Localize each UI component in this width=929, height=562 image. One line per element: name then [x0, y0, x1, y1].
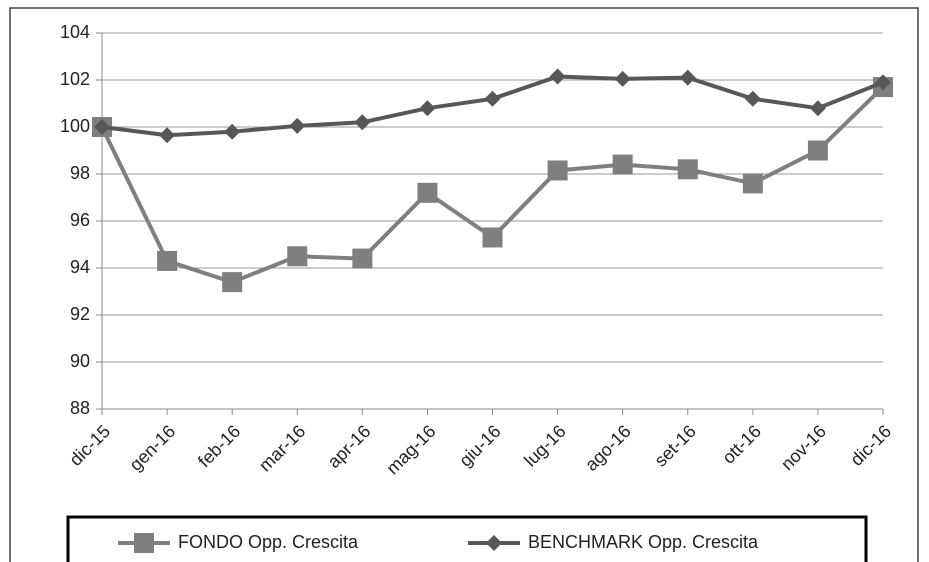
legend-box	[66, 515, 868, 562]
y-tick-label: 102	[60, 69, 90, 89]
data-point	[94, 119, 110, 135]
x-tick-label: apr-16	[324, 421, 375, 472]
data-point	[159, 127, 176, 144]
data-point	[875, 74, 891, 91]
x-tick-label: ott-16	[718, 421, 765, 468]
data-point	[354, 114, 371, 131]
chart-border	[9, 7, 919, 562]
data-point	[612, 154, 633, 175]
data-point	[809, 100, 826, 117]
series-line	[100, 85, 885, 285]
data-point	[549, 68, 566, 85]
y-tick-label: 92	[70, 304, 90, 324]
data-point	[419, 100, 436, 117]
x-tick-label: lug-16	[520, 421, 570, 471]
data-point	[417, 182, 438, 203]
x-tick-label: ago-16	[581, 421, 635, 475]
data-point	[157, 250, 178, 271]
x-tick-label: dic-15	[65, 421, 114, 470]
data-point	[287, 246, 308, 267]
data-point	[482, 227, 503, 248]
data-point	[224, 123, 241, 140]
data-point	[677, 159, 698, 180]
legend-marker	[486, 535, 502, 551]
legend-label: BENCHMARK Opp. Crescita	[528, 532, 759, 552]
data-point	[807, 140, 828, 161]
data-point	[679, 69, 696, 86]
data-point	[614, 70, 631, 87]
data-point	[352, 248, 373, 269]
x-tick-label: giu-16	[455, 421, 505, 471]
x-tick-label: set-16	[650, 421, 700, 471]
x-tick-label: nov-16	[777, 421, 830, 474]
y-tick-label: 96	[70, 210, 90, 230]
x-tick-label: feb-16	[194, 421, 244, 471]
x-tick-label: dic-16	[846, 421, 895, 470]
data-point	[484, 90, 501, 107]
y-tick-label: 94	[70, 257, 90, 277]
y-tick-label: 104	[60, 22, 90, 42]
y-tick-label: 88	[70, 398, 90, 418]
data-point	[289, 117, 306, 134]
legend-marker	[134, 533, 154, 553]
y-tick-label: 100	[60, 116, 90, 136]
x-tick-label: gen-16	[125, 421, 179, 475]
x-tick-label: mar-16	[255, 421, 309, 475]
y-tick-label: 90	[70, 351, 90, 371]
x-tick-label: mag-16	[382, 421, 439, 478]
data-point	[222, 272, 243, 293]
legend-label: FONDO Opp. Crescita	[178, 532, 359, 552]
data-point	[742, 173, 763, 194]
y-tick-label: 98	[70, 163, 90, 183]
data-point	[547, 160, 568, 181]
data-point	[744, 90, 761, 107]
